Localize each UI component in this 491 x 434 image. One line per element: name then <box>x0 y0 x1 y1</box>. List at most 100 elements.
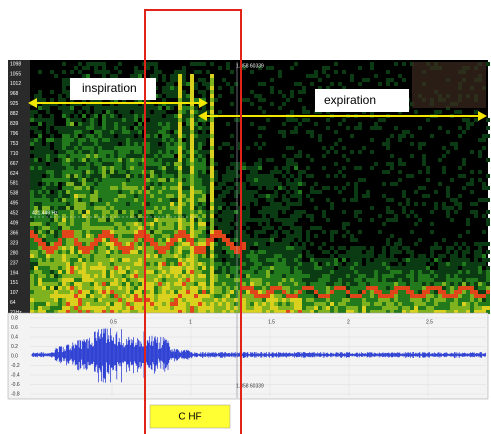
spectro-cell <box>470 306 474 310</box>
spectro-cell <box>54 218 58 222</box>
spectro-cell <box>430 246 434 250</box>
spectro-cell <box>146 266 150 270</box>
spectro-cell <box>178 274 182 278</box>
spectro-cell <box>298 226 302 230</box>
spectro-cell <box>154 170 158 174</box>
spectro-cell <box>282 238 286 242</box>
spectro-cell <box>406 270 410 274</box>
spectro-cell <box>30 246 34 250</box>
spectro-cell <box>166 118 170 122</box>
spectro-cell <box>210 178 214 182</box>
spectro-cell <box>374 262 378 266</box>
spectro-cell <box>194 246 198 250</box>
spectro-cell <box>190 162 194 166</box>
spectro-cell <box>290 110 294 114</box>
spectro-cell <box>270 242 274 246</box>
spectro-cell <box>402 62 406 66</box>
spectro-cell <box>390 254 394 258</box>
spectro-cell <box>150 150 154 154</box>
spectro-cell <box>98 274 102 278</box>
spectro-cell <box>210 122 214 126</box>
spectro-cell <box>130 154 134 158</box>
spectro-cell <box>302 302 306 306</box>
spectro-cell <box>150 214 154 218</box>
spectro-cell <box>82 130 86 134</box>
spectro-cell <box>78 174 82 178</box>
spectro-cell <box>154 178 158 182</box>
spectro-cell <box>474 202 478 206</box>
spectro-cell <box>74 198 78 202</box>
spectro-cell <box>282 278 286 282</box>
spectro-cell <box>274 270 278 274</box>
spectro-cell <box>322 270 326 274</box>
spectro-cell <box>138 162 142 166</box>
spectro-cell <box>298 194 302 198</box>
spectro-cell <box>126 270 130 274</box>
spectro-cell <box>446 250 450 254</box>
spectro-cell <box>446 298 450 302</box>
spectro-cell <box>30 110 34 114</box>
spectro-cell <box>42 246 46 250</box>
spectro-cell <box>178 174 182 178</box>
spectro-cell <box>418 282 422 286</box>
spectro-cell <box>182 186 186 190</box>
spectro-cell <box>38 90 42 94</box>
spectro-cell <box>242 222 246 226</box>
spectro-cell <box>338 306 342 310</box>
spectro-cell <box>38 166 42 170</box>
spectro-cell <box>466 122 470 126</box>
spectro-cell <box>194 266 198 270</box>
spectro-cell <box>330 278 334 282</box>
spectro-cell <box>410 174 414 178</box>
spectro-cell <box>202 226 206 230</box>
spectro-cell <box>438 298 442 302</box>
spectro-cell <box>418 238 422 242</box>
spectro-cell <box>50 182 54 186</box>
spectro-cell <box>394 250 398 254</box>
freq-label: 280 <box>10 250 19 256</box>
spectro-cell <box>62 150 66 154</box>
spectro-cell <box>114 118 118 122</box>
spectro-cell <box>346 230 350 234</box>
spectro-cell <box>38 302 42 306</box>
spectro-cell <box>74 118 78 122</box>
spectro-cell <box>54 246 58 250</box>
spectro-cell <box>342 282 346 286</box>
spectro-cell <box>230 250 234 254</box>
spectro-cell <box>358 230 362 234</box>
spectro-cell <box>350 198 354 202</box>
spectro-cell <box>218 302 222 306</box>
spectro-cell <box>202 294 206 298</box>
spectro-cell <box>146 242 150 246</box>
spectro-cell <box>342 298 346 302</box>
spectro-cell <box>434 290 438 294</box>
spectro-cell <box>358 286 362 290</box>
spectro-cell <box>450 206 454 210</box>
spectro-cell <box>470 190 474 194</box>
spectro-cell <box>174 262 178 266</box>
spectro-cell <box>34 258 38 262</box>
spectro-cell <box>50 178 54 182</box>
spectro-cell <box>110 182 114 186</box>
spectro-cell <box>130 194 134 198</box>
spectro-cell <box>162 146 166 150</box>
spectro-cell <box>226 122 230 126</box>
spectro-cell <box>462 250 466 254</box>
spectro-cell <box>194 274 198 278</box>
spectro-cell <box>450 274 454 278</box>
spectro-cell <box>330 286 334 290</box>
spectro-cell <box>134 166 138 170</box>
spectro-cell <box>34 110 38 114</box>
spectro-cell <box>194 138 198 142</box>
spectro-cell <box>410 270 414 274</box>
spectro-cell <box>190 202 194 206</box>
spectro-cell <box>98 194 102 198</box>
spectro-cell <box>478 154 482 158</box>
spectro-cell <box>358 122 362 126</box>
spectro-cell <box>394 306 398 310</box>
spectro-cell <box>134 158 138 162</box>
spectro-cell <box>214 206 218 210</box>
spectro-cell <box>182 250 186 254</box>
spectro-cell <box>58 250 62 254</box>
spectro-cell <box>186 266 190 270</box>
